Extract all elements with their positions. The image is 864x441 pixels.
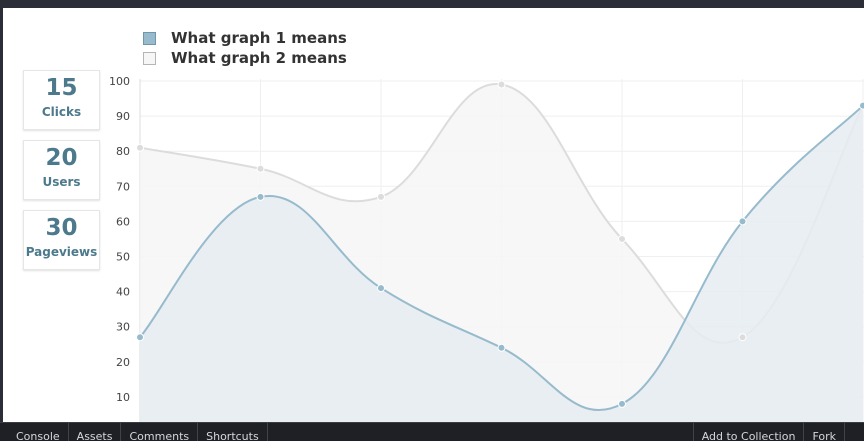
top-bar xyxy=(0,0,864,8)
comments-button[interactable]: Comments xyxy=(121,423,199,441)
stat-label: Pageviews xyxy=(25,245,98,259)
stat-value: 30 xyxy=(45,215,78,241)
data-point-series-1 xyxy=(497,343,506,352)
data-point-series-2 xyxy=(256,164,265,173)
assets-button[interactable]: Assets xyxy=(69,423,122,441)
left-edge xyxy=(0,8,3,422)
bottom-toolbar: Console Assets Comments Shortcuts Add to… xyxy=(0,422,864,441)
legend-swatch xyxy=(143,31,156,45)
series-area-1 xyxy=(140,105,863,422)
data-point-series-1 xyxy=(136,333,144,342)
chart-legend: What graph 1 means What graph 2 means xyxy=(143,28,347,68)
data-point-series-1 xyxy=(377,284,385,293)
data-point-series-2 xyxy=(618,234,626,243)
legend-item-series-2: What graph 2 means xyxy=(143,48,347,68)
legend-item-series-1: What graph 1 means xyxy=(143,28,347,48)
stat-label: Users xyxy=(42,175,81,189)
preview-panel: 15 Clicks 20 Users 30 Pageviews What gra… xyxy=(3,8,864,422)
y-tick-label: 10 xyxy=(116,391,130,404)
y-tick-label: 90 xyxy=(116,110,130,123)
data-point-series-2 xyxy=(136,143,144,152)
data-point-series-1 xyxy=(256,192,265,201)
stat-card-users: 20 Users xyxy=(23,140,100,200)
more-button[interactable] xyxy=(844,423,864,441)
line-chart: 10 20 30 40 50 60 70 80 90 100 xyxy=(109,75,864,422)
y-tick-label: 70 xyxy=(116,180,130,193)
y-tick-label: 100 xyxy=(109,75,130,88)
fork-button[interactable]: Fork xyxy=(803,423,844,441)
y-tick-label: 20 xyxy=(116,356,130,369)
data-point-series-2 xyxy=(738,333,747,342)
stat-card-clicks: 15 Clicks xyxy=(23,70,100,130)
add-to-collection-button[interactable]: Add to Collection xyxy=(692,423,804,441)
stat-label: Clicks xyxy=(41,105,82,119)
stat-value: 15 xyxy=(45,75,78,101)
legend-swatch xyxy=(143,51,156,65)
data-point-series-1 xyxy=(618,399,626,408)
y-tick-label: 80 xyxy=(116,145,130,158)
data-point-series-2 xyxy=(377,192,385,201)
shortcuts-button[interactable]: Shortcuts xyxy=(198,423,268,441)
legend-label: What graph 1 means xyxy=(171,29,347,47)
data-point-series-1 xyxy=(738,217,747,226)
stat-value: 20 xyxy=(45,145,78,171)
y-tick-label: 50 xyxy=(116,251,130,264)
data-point-series-1 xyxy=(859,101,864,110)
y-tick-label: 60 xyxy=(116,215,130,228)
y-tick-label: 40 xyxy=(116,286,130,299)
legend-label: What graph 2 means xyxy=(171,49,347,67)
data-point-series-2 xyxy=(497,80,506,89)
console-button[interactable]: Console xyxy=(8,423,69,441)
y-tick-label: 30 xyxy=(116,321,130,334)
stat-card-pageviews: 30 Pageviews xyxy=(23,210,100,270)
